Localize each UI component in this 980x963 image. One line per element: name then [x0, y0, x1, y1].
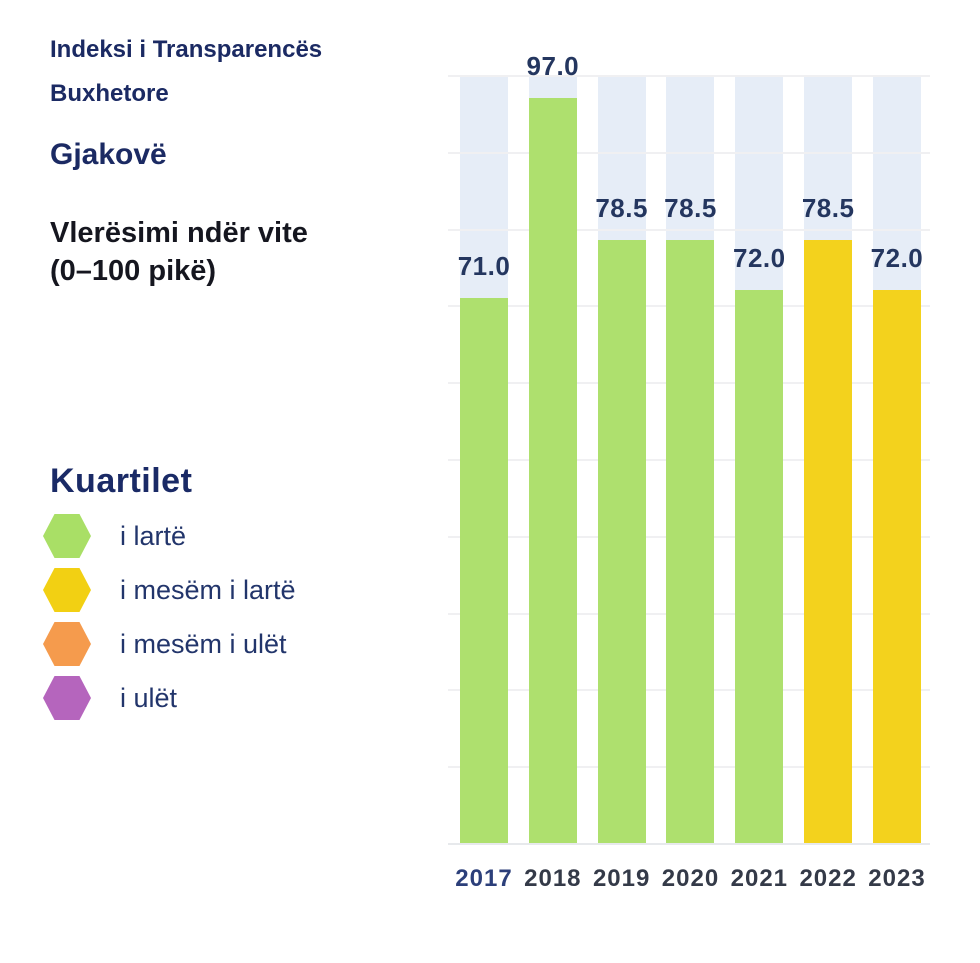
legend-item-label: i mesëm i lartë: [120, 574, 296, 605]
x-axis-label-2020[interactable]: 2020: [661, 865, 720, 892]
legend-item-high[interactable]: i lartë: [43, 514, 296, 558]
municipality-name: Gjakovë: [50, 138, 167, 171]
x-axis-label-2022[interactable]: 2022: [799, 865, 857, 892]
bar-column-2018: 97.0 2018: [524, 51, 580, 892]
hexagon-icon: [43, 676, 91, 720]
legend-item-upper-middle[interactable]: i mesëm i lartë: [43, 568, 296, 612]
chart-subtitle: Vlerësimi ndër vite (0–100 pikë): [50, 214, 308, 290]
legend-item-label: i lartë: [120, 520, 187, 551]
bar-2018[interactable]: [528, 98, 577, 843]
hexagon-icon: [43, 568, 91, 612]
bar-column-2022: 78.5 2022: [799, 75, 856, 892]
bar-column-2023: 72.0 2023: [868, 75, 925, 892]
bar-value-label-2018: 97.0: [526, 51, 580, 82]
bar-value-label-2022: 78.5: [801, 193, 855, 224]
page-title-line1: Indeksi i Transparencës: [50, 36, 323, 63]
x-axis-label-2023[interactable]: 2023: [868, 865, 926, 892]
bar-chart: 71.0 2017 97.0 2018 78.5 2019 78.5 2020 72.0 2021…: [448, 51, 930, 892]
page-title-line2: Buxhetore: [50, 80, 169, 107]
bar-column-2019: 78.5 2019: [593, 75, 649, 892]
bar-2020[interactable]: [666, 240, 715, 843]
bar-value-label-2023: 72.0: [870, 243, 924, 274]
chart-subtitle-line2: (0–100 pikë): [50, 255, 217, 287]
gridline-90: [448, 151, 930, 154]
legend-item-low[interactable]: i ulët: [43, 676, 296, 720]
chart-subtitle-line1: Vlerësimi ndër vite: [50, 217, 308, 249]
legend-title: Kuartilet: [50, 462, 193, 500]
bars-row: 71.0 2017 97.0 2018 78.5 2019 78.5 2020 72.0 2021…: [448, 51, 930, 892]
gridline-100: [448, 75, 930, 77]
x-axis-label-2019[interactable]: 2019: [592, 865, 651, 892]
bar-value-label-2021: 72.0: [733, 243, 786, 274]
x-axis-label-2018[interactable]: 2018: [524, 865, 582, 892]
bar-column-2021: 72.0 2021: [731, 75, 787, 892]
bar-value-label-2017: 71.0: [457, 250, 511, 281]
x-axis-label-2017[interactable]: 2017: [455, 865, 513, 892]
bar-2022[interactable]: [804, 240, 853, 843]
legend-item-label: i mesëm i ulët: [120, 628, 287, 659]
bar-2023[interactable]: [872, 290, 921, 843]
bar-2017[interactable]: [460, 297, 508, 843]
quartile-legend: i lartë i mesëm i lartë i mesëm i ulët i ul…: [43, 514, 296, 730]
legend-item-label: i ulët: [120, 682, 178, 713]
bar-2019[interactable]: [597, 240, 646, 843]
page-title: Indeksi i Transparencës Buxhetore: [50, 28, 322, 116]
bar-value-label-2019: 78.5: [595, 193, 648, 224]
x-axis-label-2021[interactable]: 2021: [730, 865, 789, 892]
hexagon-icon: [43, 622, 91, 666]
hexagon-icon: [43, 514, 91, 558]
bar-2021[interactable]: [735, 290, 784, 843]
bar-value-label-2020: 78.5: [664, 193, 717, 224]
legend-item-lower-middle[interactable]: i mesëm i ulët: [43, 622, 296, 666]
bar-column-2017: 71.0 2017: [455, 75, 512, 892]
gridline-80: [448, 228, 930, 231]
bar-column-2020: 78.5 2020: [662, 75, 718, 892]
